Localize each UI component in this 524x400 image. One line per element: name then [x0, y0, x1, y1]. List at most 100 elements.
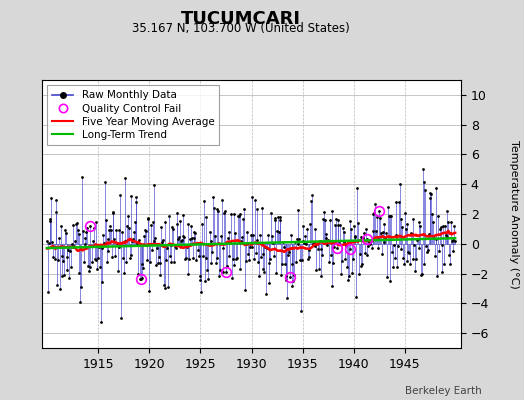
Point: [130, 228, 138, 235]
Point: [80, 258, 88, 265]
Point: [216, 267, 224, 274]
Point: [84, 263, 92, 270]
Point: [75, 270, 84, 277]
Point: [220, 210, 228, 216]
Point: [251, 197, 259, 203]
Point: [439, 223, 447, 230]
Point: [127, 193, 136, 199]
Point: [259, 266, 268, 272]
Point: [219, 269, 227, 275]
Point: [114, 227, 123, 233]
Point: [126, 252, 135, 258]
Point: [301, 232, 309, 239]
Point: [298, 256, 306, 263]
Point: [401, 226, 410, 232]
Point: [407, 230, 415, 236]
Point: [362, 226, 370, 232]
Point: [214, 208, 223, 214]
Point: [118, 255, 127, 262]
Point: [285, 248, 293, 255]
Point: [167, 242, 176, 248]
Point: [157, 224, 166, 230]
Point: [311, 242, 320, 249]
Point: [113, 240, 121, 246]
Point: [73, 220, 81, 226]
Point: [99, 232, 107, 239]
Text: Berkeley Earth: Berkeley Earth: [406, 386, 482, 396]
Point: [300, 240, 309, 246]
Point: [213, 206, 222, 212]
Point: [155, 260, 163, 266]
Point: [342, 242, 350, 248]
Point: [291, 239, 299, 246]
Point: [107, 227, 115, 233]
Point: [128, 237, 136, 244]
Point: [276, 214, 284, 221]
Point: [185, 256, 193, 262]
Point: [239, 216, 247, 222]
Point: [174, 236, 182, 242]
Point: [438, 241, 446, 248]
Point: [101, 179, 109, 185]
Point: [137, 275, 145, 282]
Point: [278, 261, 287, 267]
Point: [43, 238, 51, 244]
Point: [83, 225, 91, 232]
Point: [374, 234, 382, 240]
Point: [136, 276, 144, 282]
Point: [292, 259, 300, 265]
Point: [340, 238, 348, 245]
Point: [242, 258, 250, 264]
Point: [418, 271, 426, 278]
Point: [188, 234, 196, 241]
Point: [176, 218, 184, 224]
Point: [252, 250, 260, 256]
Point: [368, 211, 377, 218]
Point: [139, 265, 147, 271]
Point: [319, 216, 328, 222]
Point: [223, 263, 231, 270]
Point: [172, 221, 181, 227]
Point: [392, 199, 400, 206]
Point: [372, 228, 380, 234]
Point: [249, 232, 257, 238]
Point: [150, 182, 159, 188]
Point: [175, 234, 183, 240]
Point: [194, 253, 203, 259]
Point: [424, 231, 433, 238]
Point: [306, 220, 314, 227]
Point: [390, 254, 399, 261]
Point: [265, 280, 273, 286]
Point: [410, 242, 419, 248]
Point: [326, 252, 335, 258]
Point: [57, 223, 65, 229]
Point: [239, 206, 248, 212]
Point: [283, 294, 291, 301]
Point: [235, 212, 243, 219]
Point: [382, 230, 390, 236]
Point: [387, 213, 396, 220]
Point: [243, 229, 252, 235]
Point: [256, 232, 264, 238]
Point: [129, 236, 137, 242]
Point: [353, 184, 362, 191]
Point: [227, 211, 235, 218]
Point: [351, 234, 359, 240]
Point: [48, 239, 57, 245]
Point: [308, 192, 316, 198]
Point: [79, 228, 87, 234]
Point: [116, 192, 125, 198]
Point: [288, 283, 297, 289]
Point: [166, 252, 174, 259]
Point: [193, 240, 201, 246]
Point: [103, 259, 111, 266]
Point: [391, 232, 400, 238]
Point: [266, 256, 275, 262]
Point: [388, 249, 396, 255]
Point: [56, 286, 64, 292]
Point: [74, 231, 83, 237]
Point: [405, 250, 413, 256]
Point: [96, 319, 105, 326]
Point: [46, 218, 54, 224]
Point: [287, 232, 295, 238]
